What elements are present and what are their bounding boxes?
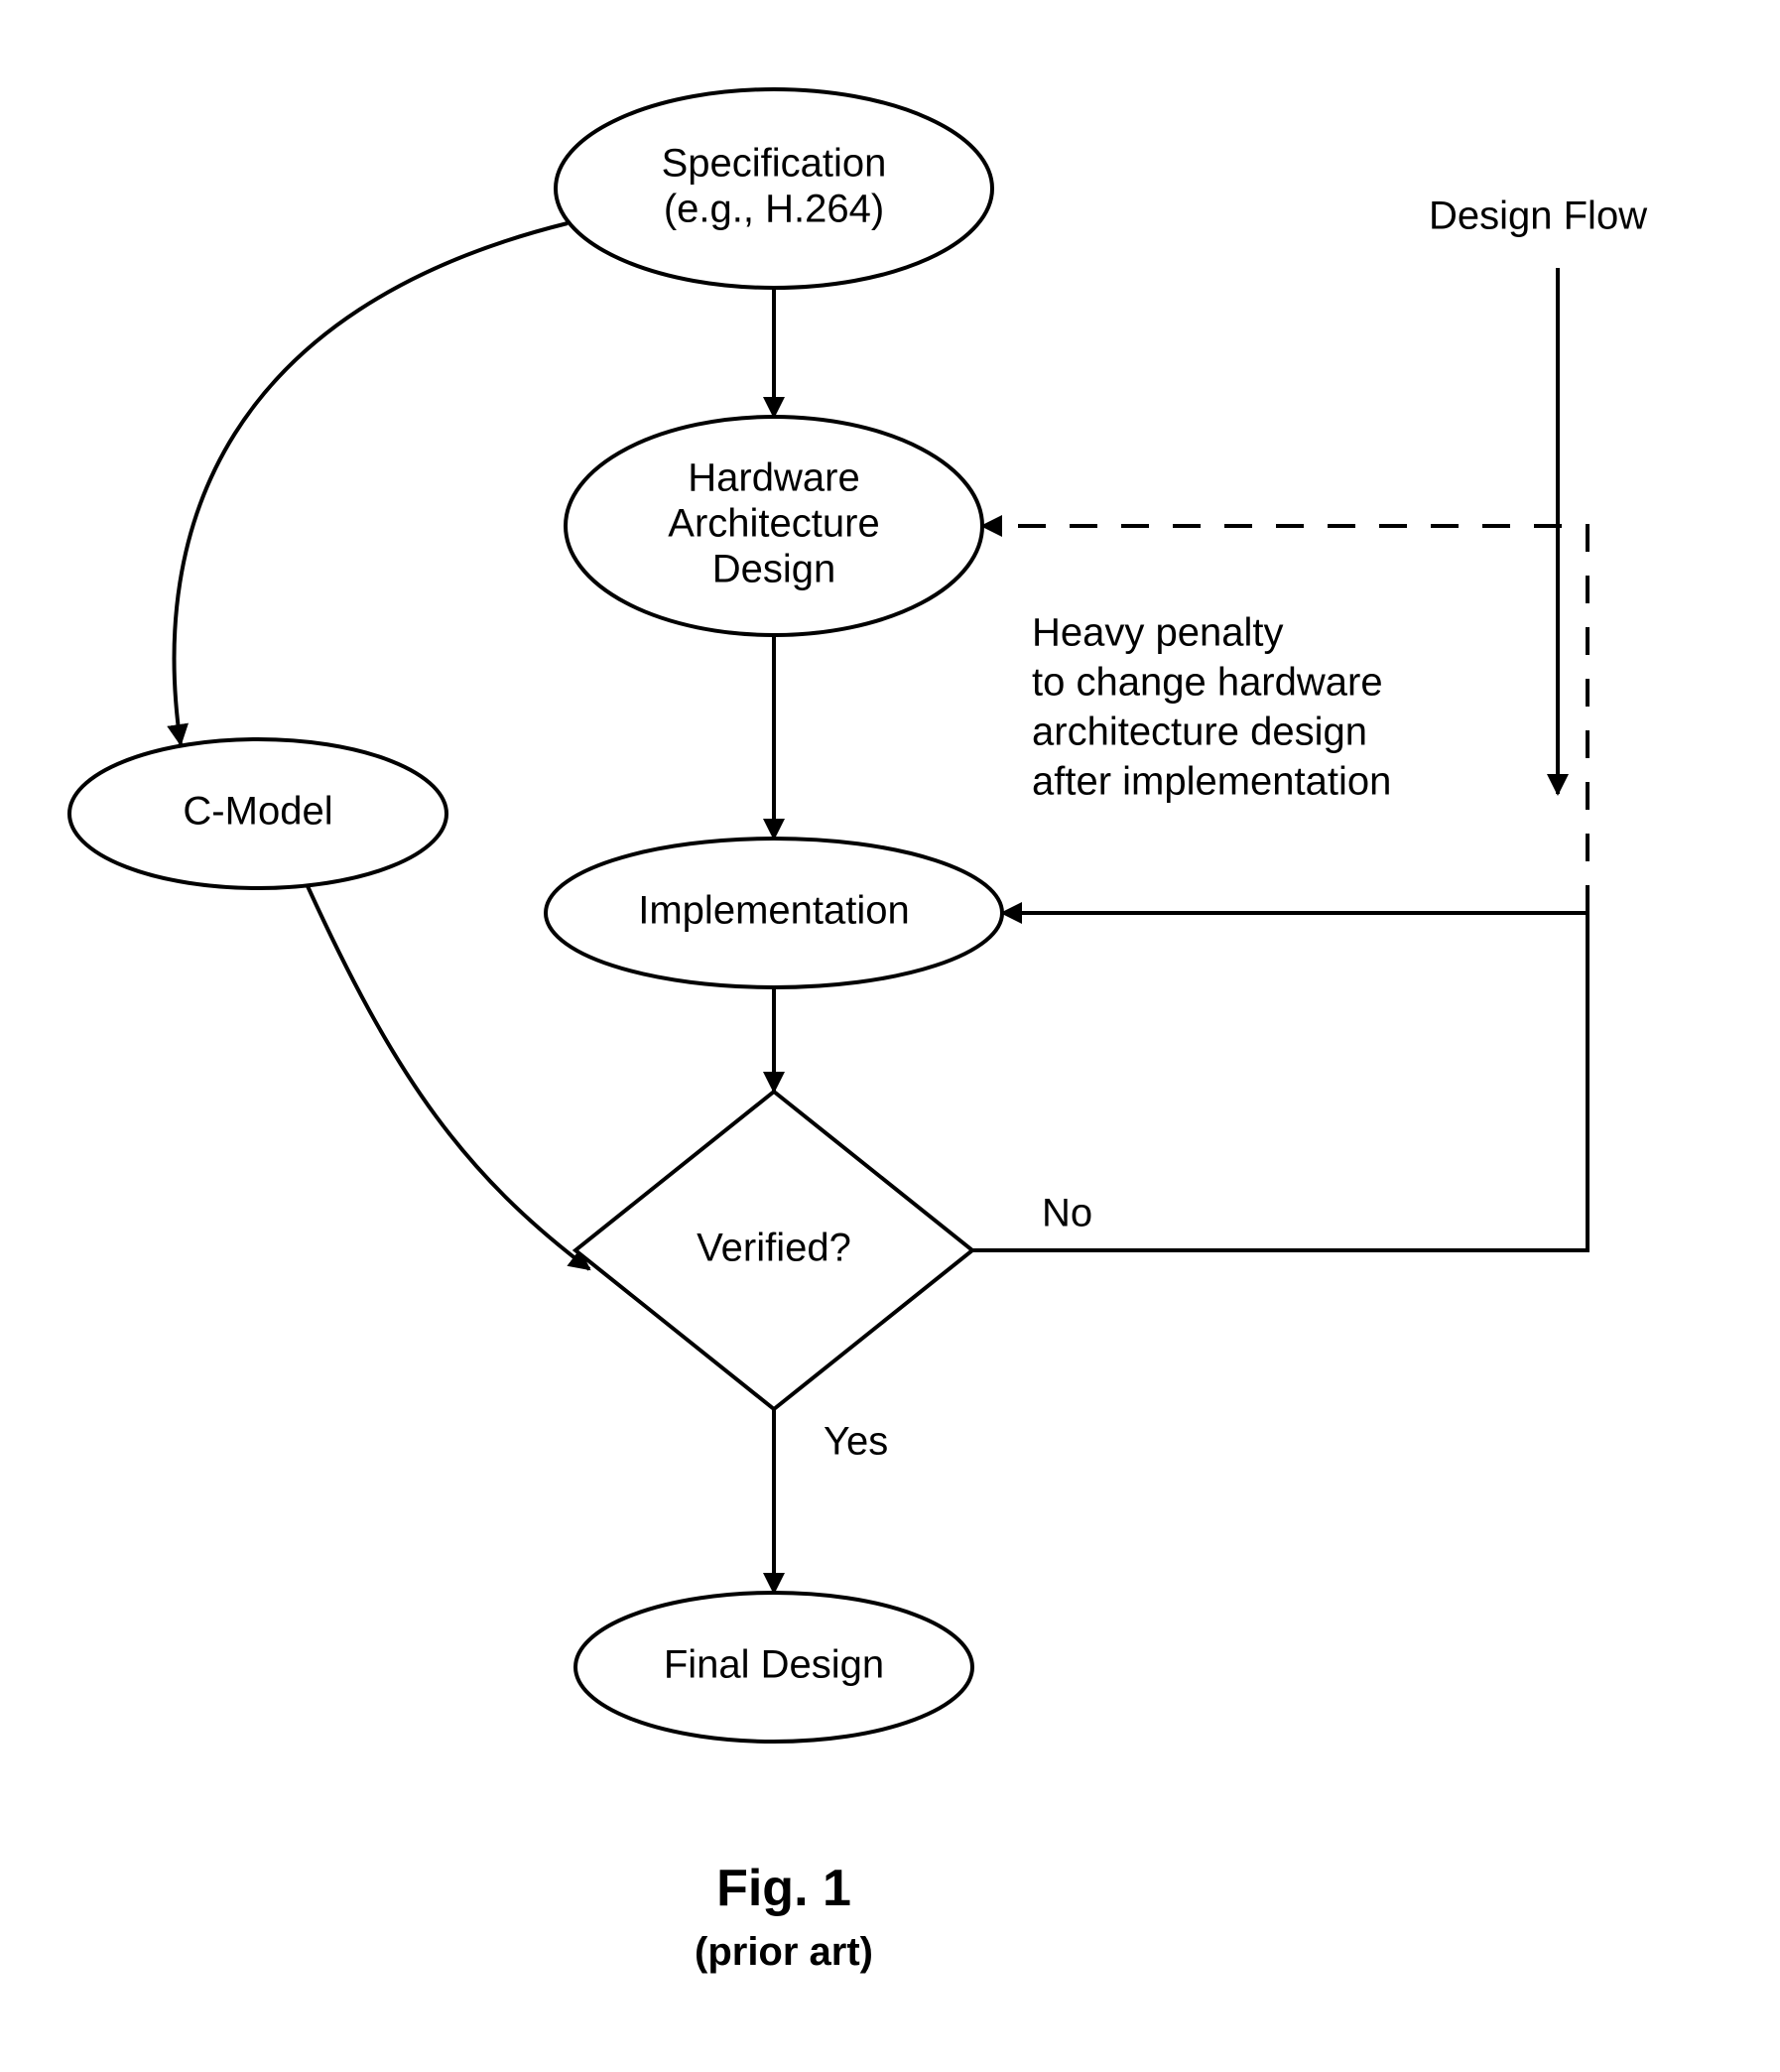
node-impl: Implementation [546,839,1002,987]
label-design-flow: Design Flow [1429,194,1647,238]
node-impl-label: Implementation [638,889,909,933]
figure-caption-title: Fig. 1 [716,1860,851,1917]
label-penalty: to change hardware [1032,661,1383,705]
node-verified: Verified? [575,1092,972,1409]
label-penalty: architecture design [1032,711,1367,754]
node-hw-label: Design [712,548,836,591]
node-verified-label: Verified? [697,1227,851,1270]
node-hw-label: Hardware [688,456,859,500]
node-hw-label: Architecture [668,502,879,546]
label-yes: Yes [824,1420,888,1464]
node-cmodel: C-Model [69,739,446,888]
label-penalty: Heavy penalty [1032,611,1283,655]
node-cmodel-label: C-Model [183,790,332,834]
node-final-label: Final Design [664,1643,884,1687]
edge-spec-cmodel [175,223,568,744]
node-spec: Specification(e.g., H.264) [556,89,992,288]
label-no: No [1042,1192,1092,1235]
edge-cmodel-verified [308,886,589,1269]
node-final: Final Design [575,1593,972,1742]
figure-caption-subtitle: (prior art) [695,1930,873,1974]
node-spec-label: (e.g., H.264) [664,188,884,231]
node-hw: HardwareArchitectureDesign [566,417,982,635]
label-penalty: after implementation [1032,760,1391,804]
node-spec-label: Specification [662,142,887,186]
